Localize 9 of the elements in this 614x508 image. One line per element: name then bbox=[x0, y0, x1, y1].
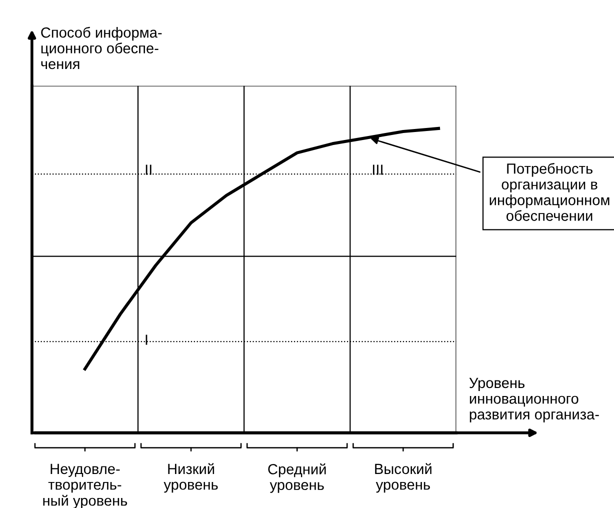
annotation: II bbox=[146, 164, 152, 175]
annotation: I bbox=[146, 334, 148, 345]
x-tick-label: Низкий уровень bbox=[164, 463, 218, 493]
y-axis-title: Способ информа- ционного обеспе- чения bbox=[41, 26, 162, 70]
x-tick-label: Средний уровень bbox=[268, 463, 326, 493]
text: Потребность организации в информационном обеспечении bbox=[490, 162, 610, 221]
x-axis-title: Уровень инновационного развития организа- bbox=[469, 378, 599, 422]
annotation: III bbox=[372, 164, 382, 175]
x-tick-label: Высокий уровень bbox=[375, 463, 432, 493]
